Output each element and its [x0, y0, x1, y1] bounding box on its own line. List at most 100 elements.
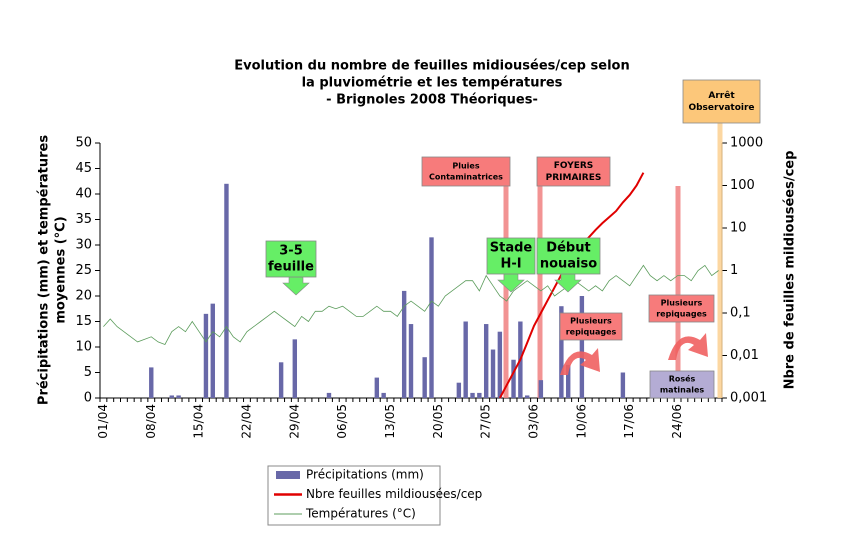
- legend-label: Nbre feuilles mildiousées/cep: [306, 487, 482, 501]
- arrow: [554, 273, 582, 293]
- bar: [422, 357, 427, 398]
- annotation-text: Observatoire: [688, 103, 754, 113]
- x-tick-label: 24/06: [670, 404, 684, 439]
- bar: [524, 395, 530, 398]
- annotation-text: Plusieurs: [661, 299, 703, 308]
- y-tick-label: 15: [75, 314, 92, 329]
- bar: [169, 395, 174, 398]
- y-tick-label: 40: [75, 187, 92, 202]
- stripe: [503, 186, 509, 398]
- stripe: [675, 186, 681, 398]
- x-tick-label: 08/04: [144, 404, 158, 439]
- bar: [210, 303, 215, 398]
- y-tick-label: 0: [84, 391, 92, 406]
- line: [103, 264, 719, 345]
- y2-tick-label: 10: [730, 221, 747, 236]
- chart-title: Evolution du nombre de feuilles midiousé…: [234, 59, 629, 74]
- annotation-text: FOYERS: [554, 161, 594, 171]
- annotation-box: [682, 79, 761, 124]
- annotation-text: nouaiso: [540, 257, 597, 272]
- y2-tick-label: 0,1: [730, 306, 751, 321]
- y-tick-label: 45: [75, 161, 92, 176]
- y-tick-label: 35: [75, 212, 92, 227]
- annotation-text: Plusieurs: [570, 317, 612, 326]
- legend-label: Précipitations (mm): [306, 468, 424, 482]
- x-tick-label: 10/06: [574, 404, 588, 439]
- annotation-box: [421, 156, 511, 187]
- arrow: [497, 273, 525, 293]
- bar: [374, 377, 380, 398]
- x-tick-label: 15/04: [192, 404, 206, 439]
- x-tick-label: 06/05: [335, 404, 349, 439]
- annotation-text: repiquages: [566, 328, 617, 337]
- arrow: [282, 276, 310, 296]
- annotation-box: [486, 237, 536, 275]
- x-tick-label: 22/04: [239, 404, 253, 439]
- curved-arrow: [668, 333, 708, 360]
- y-axis-label: Précipitations (mm) et températures: [37, 135, 52, 405]
- bar: [538, 380, 544, 398]
- stripe: [717, 123, 723, 398]
- bar: [579, 296, 585, 398]
- x-tick-label: 27/05: [479, 404, 493, 439]
- bar: [381, 392, 386, 398]
- annotation-box: [536, 156, 611, 187]
- x-tick-label: 29/04: [287, 404, 301, 439]
- y-tick-label: 20: [75, 289, 92, 304]
- annotation-box: [536, 237, 601, 275]
- annotation-text: Arrêt: [708, 90, 735, 101]
- bar: [292, 339, 298, 398]
- y-tick-label: 25: [75, 263, 92, 278]
- bar: [176, 395, 181, 398]
- y2-axis-label: Nbre de feuilles mildiousées/cep: [783, 151, 798, 390]
- y-tick-label: 50: [75, 136, 92, 151]
- bar: [620, 372, 626, 398]
- annotation-box: [559, 312, 623, 341]
- annotation-text: PRIMAIRES: [546, 173, 602, 183]
- annotation-box: [265, 240, 317, 278]
- annotation-text: matinales: [660, 386, 705, 395]
- annotation-text: Pluies: [452, 162, 479, 171]
- bar: [149, 367, 154, 398]
- curved-arrow: [560, 348, 600, 375]
- annotation-box: [648, 294, 715, 323]
- x-tick-label: 17/06: [622, 404, 636, 439]
- bar: [429, 237, 434, 398]
- annotation-text: feuille: [268, 260, 314, 275]
- bar: [511, 359, 516, 398]
- y2-tick-label: 1: [730, 263, 738, 278]
- annotation-text: Stade: [490, 241, 533, 256]
- bar: [326, 392, 332, 398]
- bar: [470, 392, 475, 398]
- chart-title: la pluviométrie et les températures: [302, 76, 563, 91]
- annotation-text: 3-5: [279, 244, 303, 259]
- bar: [497, 331, 503, 398]
- y2-tick-label: 0,001: [730, 391, 767, 406]
- x-tick-label: 20/05: [431, 404, 445, 439]
- y2-tick-label: 100: [730, 178, 755, 193]
- bar: [224, 183, 229, 398]
- annotation-text: Début: [546, 241, 590, 256]
- bar: [203, 313, 209, 398]
- bar: [477, 392, 482, 398]
- y-axis-label: moyennes (°C): [54, 216, 69, 323]
- bar: [456, 382, 462, 398]
- x-tick-label: 03/06: [527, 404, 541, 439]
- x-tick-label: 13/05: [383, 404, 397, 439]
- bar: [408, 324, 414, 398]
- y-tick-label: 5: [84, 365, 92, 380]
- bar: [278, 362, 284, 398]
- bar: [566, 364, 571, 398]
- x-tick-label: 01/04: [96, 404, 110, 439]
- legend-label: Températures (°C): [305, 507, 416, 521]
- y-tick-label: 10: [75, 340, 92, 355]
- legend-swatch: [276, 471, 300, 479]
- bar: [559, 306, 564, 398]
- bar: [483, 324, 489, 398]
- annotation-text: Rosés: [669, 374, 696, 384]
- annotation-box: [649, 370, 715, 399]
- bar: [463, 321, 468, 398]
- y2-tick-label: 1000: [730, 136, 763, 151]
- y2-tick-label: 0,01: [730, 348, 759, 363]
